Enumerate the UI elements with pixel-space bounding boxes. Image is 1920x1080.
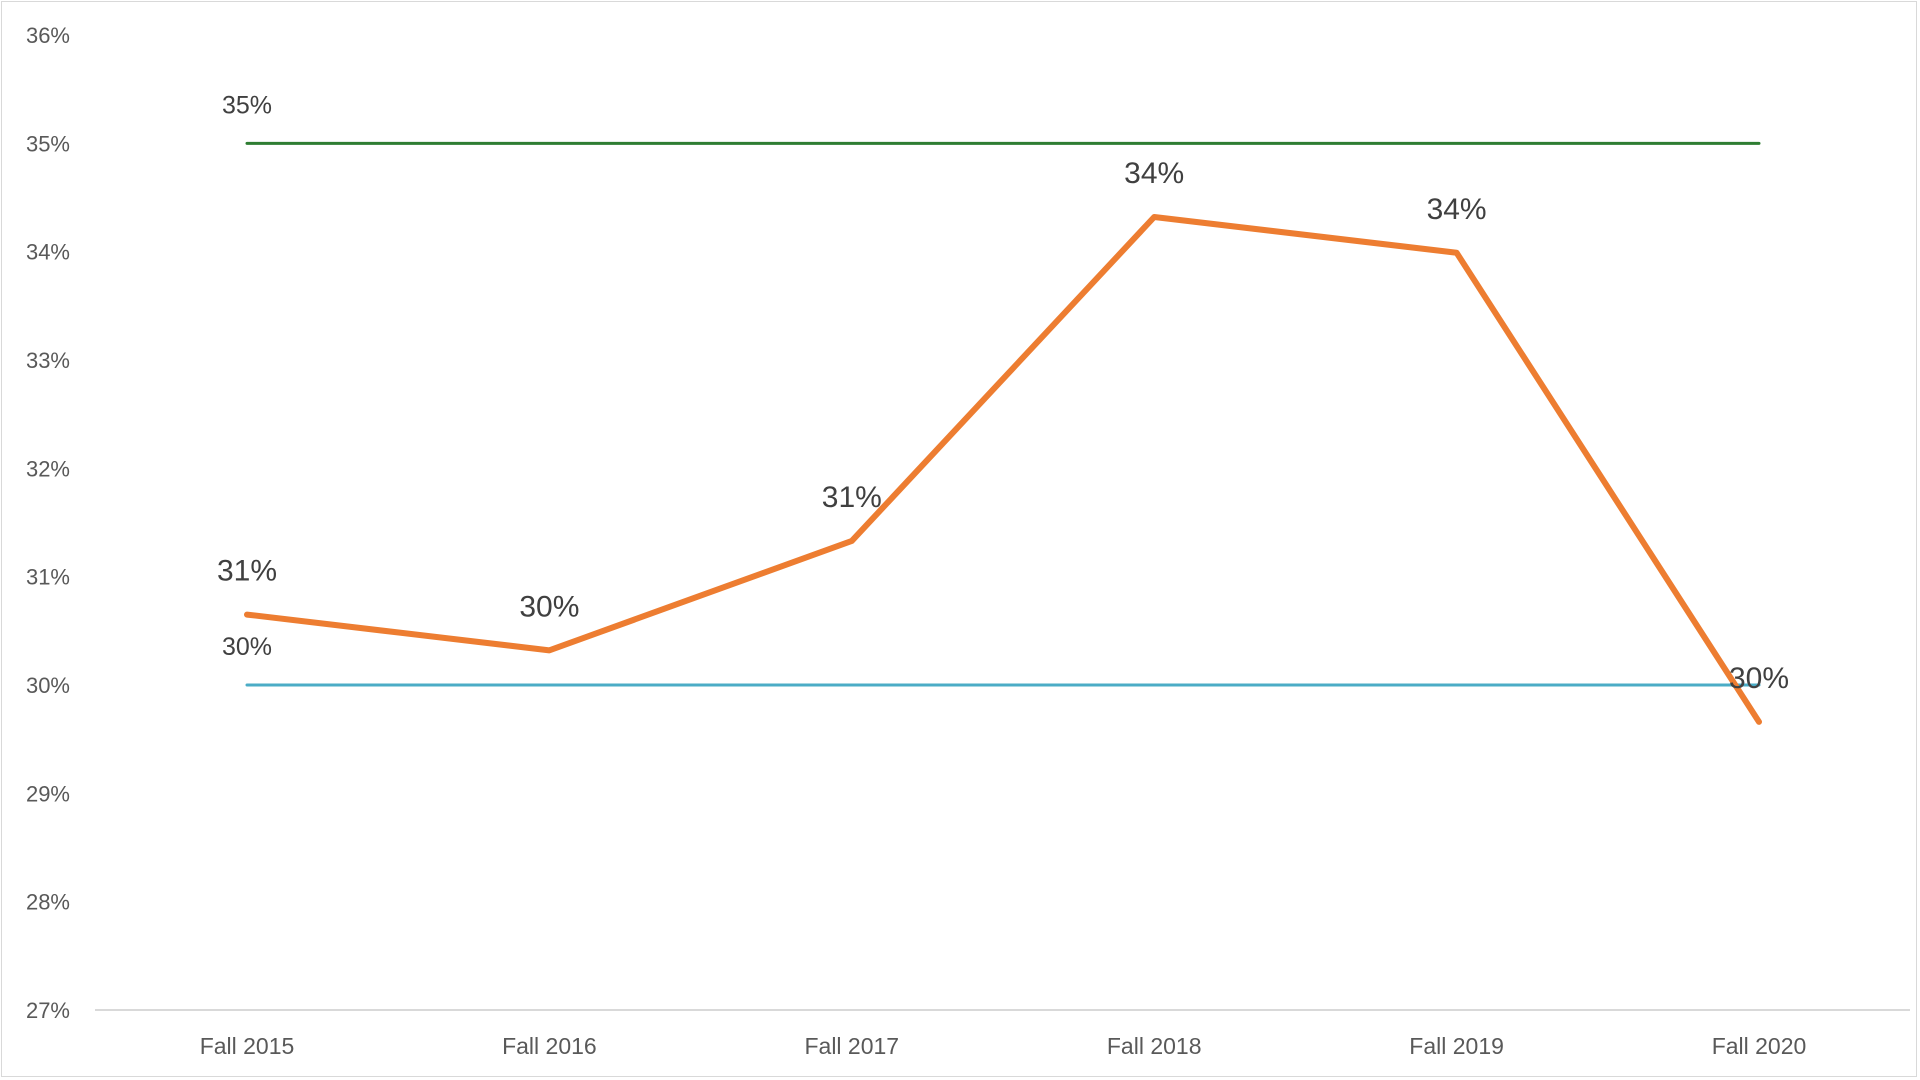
main-series-data-label: 31% (822, 481, 882, 514)
series-lines (244, 141, 1762, 725)
main-series-data-label: 34% (1427, 193, 1487, 226)
y-tick-label: 30% (26, 673, 70, 698)
x-tick-label: Fall 2019 (1409, 1033, 1504, 1059)
main-series-data-label: 30% (519, 590, 579, 623)
x-tick-label: Fall 2017 (804, 1033, 899, 1059)
y-axis-tick-labels: 27% 28% 29% 30% 31% 32% 33% 34% 35% 36% (26, 23, 70, 1023)
y-tick-label: 33% (26, 348, 70, 373)
main-series-data-label: 31% (217, 555, 277, 588)
upper-reference-label: 35% (222, 91, 272, 119)
main-series-data-label: 34% (1124, 157, 1184, 190)
x-axis-tick-labels: Fall 2015 Fall 2016 Fall 2017 Fall 2018 Fall… (200, 1033, 1807, 1059)
y-tick-label: 31% (26, 565, 70, 590)
y-tick-label: 27% (26, 998, 70, 1023)
lower-reference-label: 30% (222, 633, 272, 661)
x-tick-label: Fall 2015 (200, 1033, 295, 1059)
x-tick-label: Fall 2018 (1107, 1033, 1202, 1059)
x-tick-label: Fall 2020 (1712, 1033, 1807, 1059)
main-series-data-label: 30% (1729, 662, 1789, 695)
y-tick-label: 32% (26, 456, 70, 481)
y-tick-label: 34% (26, 240, 70, 265)
y-tick-label: 29% (26, 781, 70, 806)
y-tick-label: 36% (26, 23, 70, 48)
data-labels: 31% 30% 31% 34% 34% 30% 35% 30% (217, 91, 1789, 695)
x-tick-label: Fall 2016 (502, 1033, 597, 1059)
y-tick-label: 35% (26, 131, 70, 156)
y-tick-label: 28% (26, 890, 70, 915)
main-series-line (244, 214, 1762, 725)
